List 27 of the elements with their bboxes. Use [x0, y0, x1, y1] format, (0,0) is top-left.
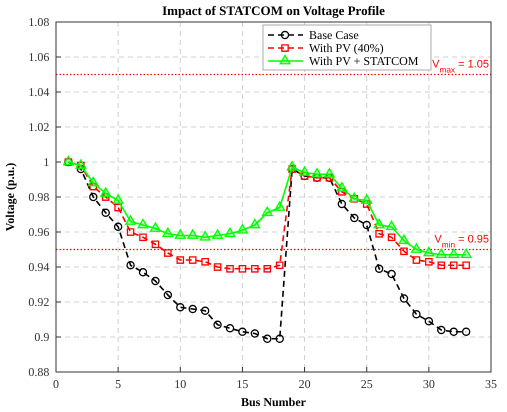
y-tick-label: 1.02: [28, 120, 50, 134]
x-tick-label: 0: [53, 377, 59, 392]
y-tick-label: 0.92: [28, 294, 50, 309]
x-tick-label: 5: [115, 377, 122, 392]
y-tick-label: 0.98: [28, 190, 50, 204]
y-tick-label: 1: [43, 154, 50, 169]
y-tick-label: 0.96: [28, 224, 50, 239]
legend-label: With PV + STATCOM: [309, 54, 419, 68]
x-axis-title: Bus Number: [240, 395, 307, 409]
y-tick-label: 0.88: [28, 364, 50, 379]
y-tick-label: 1.08: [28, 14, 50, 29]
y-tick-label: 1.06: [28, 50, 50, 64]
x-tick-label: 15: [236, 377, 248, 392]
y-tick-label: 1.04: [28, 84, 50, 99]
y-tick-label: 0.9: [34, 330, 50, 344]
legend-label: Base Case: [309, 28, 359, 42]
x-tick-label: 10: [174, 377, 186, 392]
x-tick-label: 20: [298, 377, 311, 392]
y-tick-label: 0.94: [28, 260, 50, 274]
y-axis-title: Voltage (p.u.): [3, 162, 17, 232]
x-tick-label: 35: [485, 377, 497, 392]
chart-title: Impact of STATCOM on Voltage Profile: [162, 3, 386, 18]
ref-line-label: V$_{max}$ = 1.05: [432, 58, 489, 74]
ref-line-label: V$_{min}$ = 0.95: [434, 234, 489, 249]
x-tick-label: 25: [360, 377, 373, 392]
legend-label: With PV (40%): [309, 41, 384, 55]
x-tick-label: 30: [422, 377, 435, 392]
